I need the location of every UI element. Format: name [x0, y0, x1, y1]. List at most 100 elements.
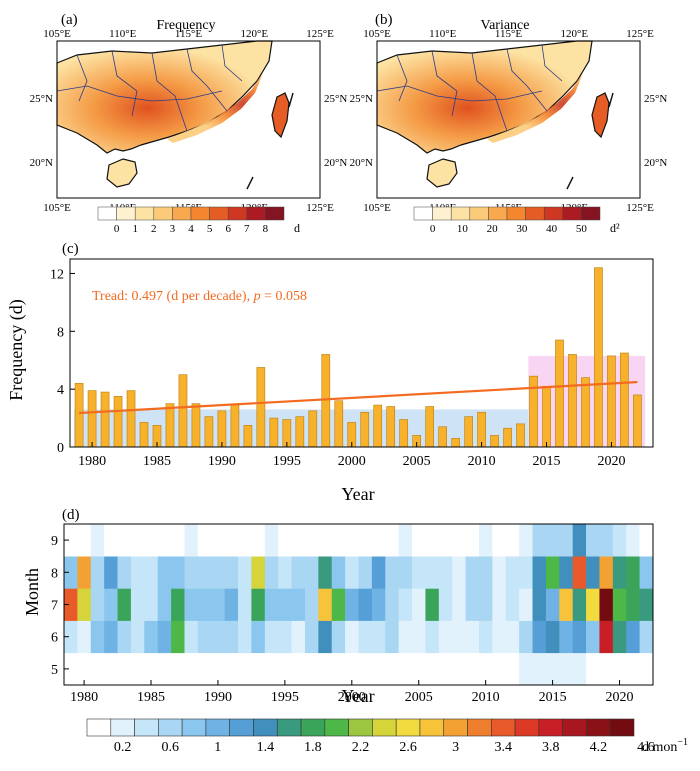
- bar: [620, 352, 629, 448]
- colorbar-tick-label: 1.8: [304, 740, 322, 755]
- hainan-island: [106, 158, 138, 188]
- colorbar-cell: [488, 206, 508, 221]
- heatmap-cell: [251, 588, 266, 621]
- heatmap-cell: [157, 524, 172, 557]
- heatmap-cell: [157, 588, 172, 621]
- heatmap-cell: [104, 620, 118, 654]
- lon-tick-label: 105°E: [363, 202, 391, 214]
- heatmap-cell: [264, 620, 279, 654]
- heatmap-cell: [532, 652, 547, 686]
- heatmap-cell: [117, 588, 132, 621]
- heatmap-cell: [90, 620, 105, 654]
- bar: [308, 410, 318, 448]
- x-tick-label: 2015: [533, 454, 561, 469]
- heatmap-cell: [345, 556, 359, 589]
- heatmap-cell: [251, 556, 266, 589]
- heatmap-cell: [90, 588, 105, 621]
- heatmap-cell: [385, 556, 399, 589]
- colorbar-cell: [450, 206, 471, 221]
- heatmap-cell: [77, 620, 92, 654]
- panel-d-label: (d): [62, 507, 80, 523]
- heatmap-cell: [612, 652, 627, 686]
- colorbar-unit: d: [294, 221, 300, 235]
- bar: [373, 404, 383, 448]
- heatmap-cell: [559, 556, 573, 589]
- colorbar-tick-label: 30: [516, 223, 528, 235]
- heatmap-cell: [371, 556, 386, 589]
- heatmap-cell: [238, 524, 252, 557]
- heatmap-cell: [478, 556, 493, 589]
- x-tick-label: 1995: [271, 690, 299, 705]
- heatmap-cell: [184, 652, 199, 686]
- heatmap-cell: [452, 524, 466, 557]
- heatmap-cell: [412, 652, 426, 686]
- colorbar-tick-label: 4.6: [637, 740, 655, 755]
- heatmap-cell: [572, 588, 587, 621]
- colorbar-tick-label: 4: [188, 223, 194, 235]
- plot-frame: [69, 258, 654, 448]
- colorbar-cell: [172, 206, 192, 221]
- heatmap-cell: [211, 620, 225, 654]
- lat-tick-label: 20°N: [644, 157, 667, 169]
- lon-tick-label: 125°E: [306, 28, 334, 40]
- x-tick-label: 1995: [273, 454, 301, 469]
- panel-a-title: Frequency: [156, 18, 215, 33]
- heatmap-cell: [398, 524, 413, 557]
- y-tick-label: 9: [51, 534, 58, 549]
- colorbar-cell: [253, 718, 278, 737]
- lon-tick-label: 125°E: [306, 202, 334, 214]
- heatmap-cell: [211, 556, 225, 589]
- heatmap-cell: [211, 588, 225, 621]
- south-coast-band: [487, 73, 583, 143]
- heatmap-cell: [104, 556, 118, 589]
- heatmap-cell: [412, 556, 426, 589]
- heatmap-cell: [318, 652, 333, 686]
- x-tick-label: 2015: [539, 690, 567, 705]
- colorbar-tick-label: 0: [430, 223, 436, 235]
- heatmap-cell: [171, 556, 185, 589]
- colorbar-tick-label: 0: [114, 223, 120, 235]
- province-borders: [56, 44, 243, 132]
- heatmap-cell: [345, 652, 359, 686]
- heatmap-cell: [559, 588, 573, 621]
- colorbar-cell: [324, 718, 349, 737]
- heatmap-cell: [492, 620, 507, 654]
- bar: [165, 403, 175, 448]
- heatmap-cell: [144, 556, 159, 589]
- colorbar-cell: [525, 206, 545, 221]
- bar: [555, 339, 564, 448]
- lat-tick-label: 25°N: [644, 93, 667, 105]
- colorbar-cell: [506, 206, 526, 221]
- bar: [217, 410, 227, 448]
- bar: [633, 394, 642, 448]
- heatmap-cell: [331, 652, 346, 686]
- bar: [516, 423, 525, 448]
- heatmap-cell: [519, 652, 533, 686]
- bar: [74, 383, 84, 448]
- heatmap-cell: [398, 588, 413, 621]
- heatmap-cell: [358, 556, 373, 589]
- panel-c-label: (c): [62, 241, 79, 257]
- heatmap-cell: [64, 620, 78, 654]
- x-tick-label: 2005: [403, 454, 431, 469]
- heatmap-cell: [452, 652, 466, 686]
- heatmap-cell: [171, 524, 185, 557]
- heatmap-cell: [304, 524, 319, 557]
- heatmap-cell: [639, 556, 654, 589]
- heatmap-cell: [345, 620, 359, 654]
- y-tick-label: 12: [50, 267, 64, 282]
- heatmap-cell: [117, 652, 132, 686]
- bar: [386, 406, 396, 448]
- heatmap-cell: [505, 556, 520, 589]
- heatmap-cell: [412, 524, 426, 557]
- heatmap-cell: [251, 652, 266, 686]
- colorbar-tick-label: 0.2: [114, 740, 132, 755]
- heatmap-cell: [465, 620, 480, 654]
- heatmap-cell: [639, 652, 654, 686]
- heatmap-cell: [278, 652, 292, 686]
- heatmap-cell: [238, 652, 252, 686]
- bar: [204, 416, 214, 448]
- y-tick-label: 4: [57, 383, 64, 398]
- heatmap-cell: [425, 524, 440, 557]
- panel-b-lon-ticks-top: 105°E 110°E 115°E 120°E 125°E: [363, 28, 654, 40]
